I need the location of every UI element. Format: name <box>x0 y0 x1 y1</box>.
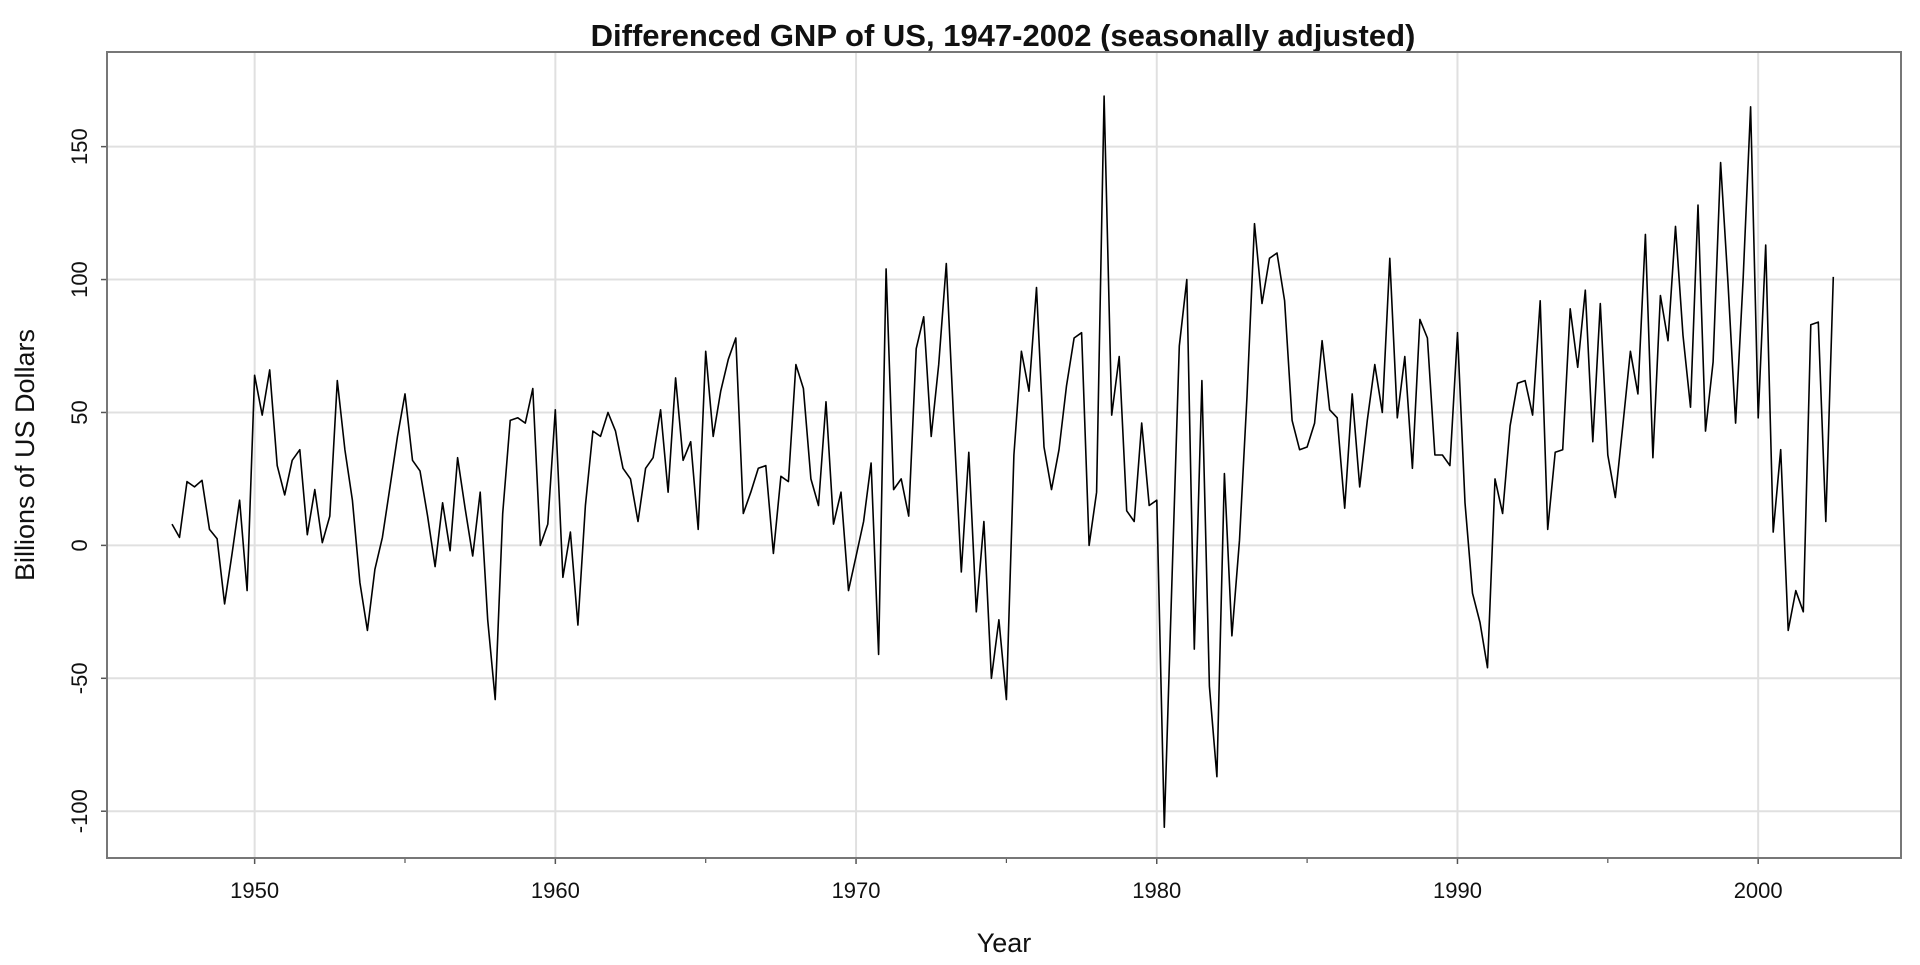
x-axis-label: Year <box>977 928 1032 958</box>
y-axis-label: Billions of US Dollars <box>10 329 40 581</box>
y-tick-label: 0 <box>67 539 92 551</box>
gridlines <box>107 52 1901 858</box>
axis-ticks: 1950 1960 1970 1980 1990 2000 -100 -50 0 50 100 150 <box>67 128 1783 903</box>
x-tick-label: 1980 <box>1132 878 1181 903</box>
x-tick-label: 2000 <box>1734 878 1783 903</box>
x-tick-label: 1950 <box>230 878 279 903</box>
y-tick-label: -100 <box>67 789 92 833</box>
y-tick-label: -50 <box>67 662 92 694</box>
y-tick-label: 100 <box>67 261 92 298</box>
x-tick-label: 1960 <box>531 878 580 903</box>
x-tick-label: 1990 <box>1433 878 1482 903</box>
y-tick-label: 150 <box>67 128 92 165</box>
plot-panel-border <box>106 51 1902 859</box>
series-line <box>171 95 1835 828</box>
chart-title: Differenced GNP of US, 1947-2002 (season… <box>591 18 1416 53</box>
x-tick-label: 1970 <box>832 878 881 903</box>
y-tick-label: 50 <box>67 400 92 424</box>
